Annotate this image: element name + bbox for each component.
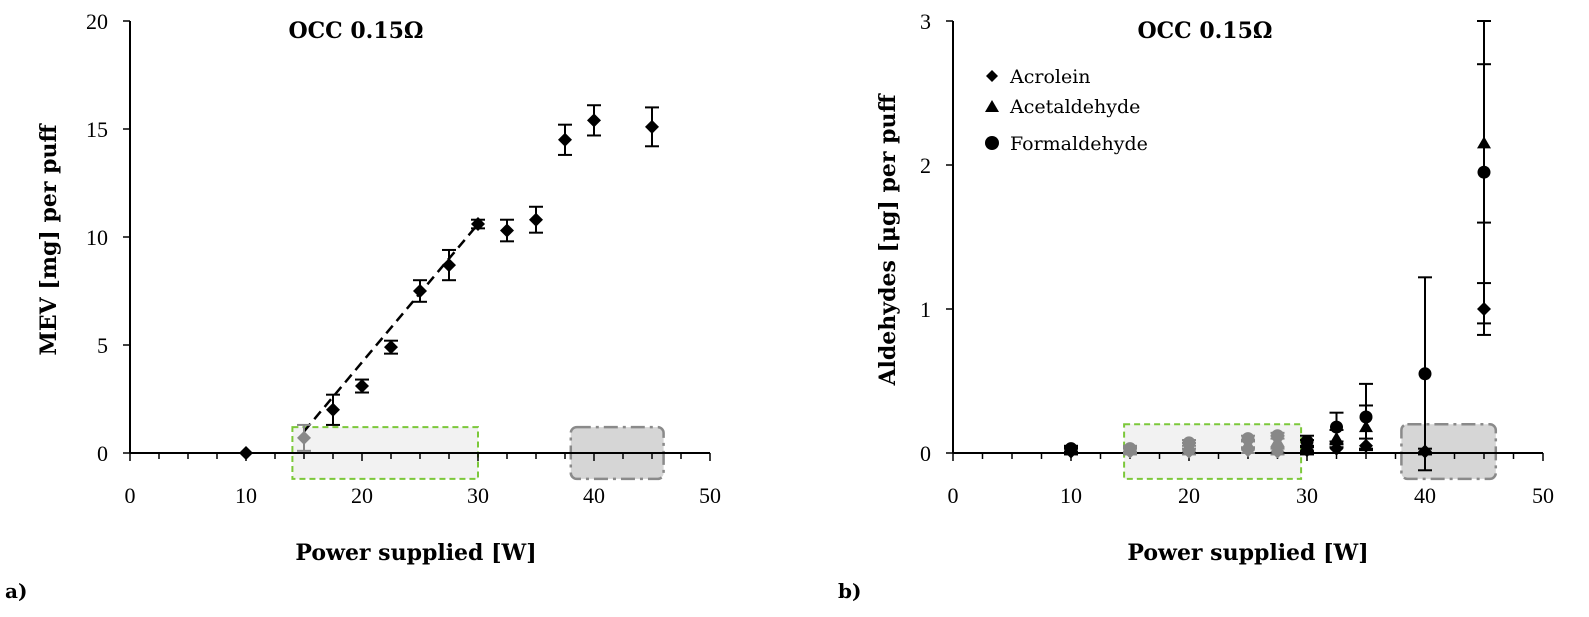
x-tick-label: 20 (1178, 483, 1200, 508)
triangle-marker-icon (985, 100, 999, 112)
data-point-diamond (355, 379, 369, 394)
x-tick-label: 30 (467, 483, 489, 508)
y-tick-label: 1 (920, 297, 931, 322)
legend-item-formaldehyde: Formaldehyde (985, 133, 1148, 155)
x-tick-label: 50 (699, 483, 721, 508)
data-point-diamond (500, 223, 514, 238)
data-point-diamond (529, 212, 543, 227)
x-tick-label: 30 (1296, 483, 1318, 508)
y-axis-label: MEV [mg] per puff (36, 123, 62, 356)
data-marks (1064, 20, 1491, 472)
circle-marker-icon (985, 136, 999, 150)
legend-label: Acrolein (1009, 66, 1091, 88)
x-axis-label: Power supplied [W] (295, 540, 536, 566)
data-point-circle (1123, 442, 1137, 456)
panel-label: b) (838, 579, 861, 603)
panel-b: 0 10 20 30 40 50 0 1 2 3 OCC 0.15Ω Power supplied… (838, 9, 1554, 603)
x-tick-label: 40 (583, 483, 605, 508)
legend-label: Acetaldehyde (1009, 96, 1140, 118)
data-point-circle (1359, 410, 1373, 424)
data-point-circle (1271, 429, 1284, 443)
x-tick-label: 10 (1060, 483, 1082, 508)
y-tick-label: 5 (97, 333, 108, 358)
data-point-diamond (384, 340, 398, 355)
data-point-diamond (239, 446, 253, 460)
data-point-circle (1064, 442, 1078, 456)
panel-a: 0 10 20 30 40 50 0 5 10 15 20 OCC 0.15Ω Power supp… (5, 9, 721, 603)
data-point-diamond (645, 119, 659, 134)
legend-item-acetaldehyde: Acetaldehyde (985, 96, 1140, 118)
data-point-circle (1330, 420, 1343, 434)
data-point-diamond (558, 132, 572, 147)
legend-label: Formaldehyde (1010, 133, 1148, 155)
data-point-diamond (413, 284, 427, 298)
y-tick-label: 15 (86, 117, 108, 142)
diamond-marker-icon (986, 70, 998, 82)
y-tick-label: 0 (920, 441, 931, 466)
data-point-diamond (587, 113, 601, 128)
x-tick-label: 0 (125, 483, 136, 508)
x-tick-label: 40 (1414, 483, 1436, 508)
y-tick-label: 10 (86, 225, 108, 250)
data-point-diamond (471, 217, 485, 232)
data-point-diamond (1329, 441, 1344, 456)
data-point-diamond (326, 402, 340, 417)
chart-title: OCC 0.15Ω (288, 18, 423, 44)
panel-label: a) (5, 579, 27, 603)
data-marks (239, 104, 659, 460)
data-point-diamond (442, 258, 456, 273)
axes: 0 10 20 30 40 50 0 5 10 15 20 (86, 9, 721, 508)
trend-line (303, 223, 479, 433)
legend: Acrolein Acetaldehyde Formaldehyde (985, 66, 1148, 155)
y-tick-label: 20 (86, 9, 108, 34)
legend-item-acrolein: Acrolein (986, 66, 1091, 88)
x-tick-label: 20 (351, 483, 373, 508)
data-point-circle (1300, 434, 1314, 448)
x-axis-label: Power supplied [W] (1127, 540, 1368, 566)
data-point-diamond (297, 430, 311, 445)
x-tick-label: 0 (948, 483, 959, 508)
x-tick-label: 10 (235, 483, 257, 508)
y-tick-label: 3 (920, 9, 931, 34)
highlight-region-gray (1400, 422, 1498, 481)
y-tick-label: 2 (920, 153, 931, 178)
data-point-circle (1477, 165, 1491, 179)
data-point-circle (1418, 367, 1432, 381)
x-tick-label: 50 (1532, 483, 1554, 508)
data-point-circle (1241, 432, 1255, 446)
data-point-circle (1182, 436, 1196, 450)
chart-title: OCC 0.15Ω (1137, 18, 1272, 44)
y-axis-label: Aldehydes [μg] per puff (875, 93, 901, 387)
y-tick-label: 0 (97, 441, 108, 466)
